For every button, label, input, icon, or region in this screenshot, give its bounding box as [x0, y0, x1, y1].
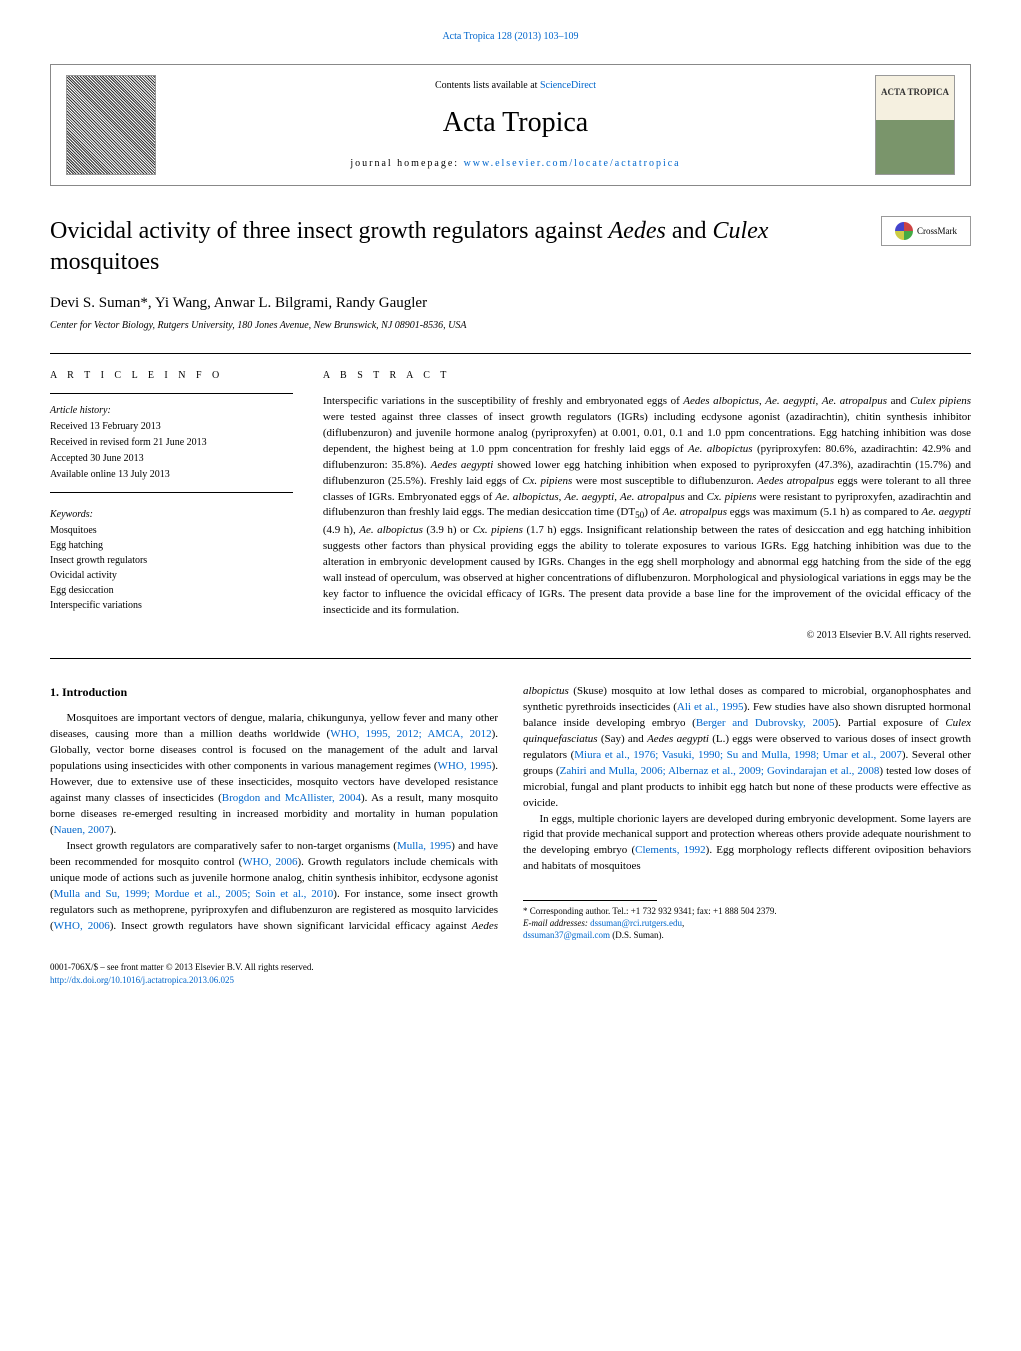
homepage-link[interactable]: www.elsevier.com/locate/actatropica — [464, 158, 681, 169]
history-label: Article history: — [50, 404, 293, 418]
header-center: Contents lists available at ScienceDirec… — [156, 79, 875, 171]
email-link-2[interactable]: dssuman37@gmail.com — [523, 930, 610, 940]
abstract: a b s t r a c t Interspecific variations… — [308, 354, 971, 658]
info-divider-top — [50, 393, 293, 394]
intro-p3: In eggs, multiple chorionic layers are d… — [523, 812, 971, 876]
abstract-copyright: © 2013 Elsevier B.V. All rights reserved… — [323, 629, 971, 644]
section-heading-intro: 1. Introduction — [50, 684, 498, 701]
keyword: Mosquitoes — [50, 524, 293, 538]
article-info: a r t i c l e i n f o Article history: R… — [50, 354, 308, 658]
history-received: Received 13 February 2013 — [50, 420, 293, 434]
email-label: E-mail addresses: — [523, 918, 590, 928]
keyword: Insect growth regulators — [50, 554, 293, 568]
history-revised: Received in revised form 21 June 2013 — [50, 436, 293, 450]
abstract-heading: a b s t r a c t — [323, 369, 971, 384]
history-accepted: Accepted 30 June 2013 — [50, 452, 293, 466]
intro-p1: Mosquitoes are important vectors of deng… — [50, 711, 498, 839]
page-footer: 0001-706X/$ – see front matter © 2013 El… — [50, 961, 971, 986]
info-divider-mid — [50, 492, 293, 493]
citation-link[interactable]: Acta Tropica 128 (2013) 103–109 — [442, 31, 578, 42]
affiliation: Center for Vector Biology, Rutgers Unive… — [50, 319, 971, 333]
contents-prefix: Contents lists available at — [435, 80, 540, 91]
info-heading: a r t i c l e i n f o — [50, 369, 293, 383]
contents-line: Contents lists available at ScienceDirec… — [156, 79, 875, 93]
corresponding-author-footnote: * Corresponding author. Tel.: +1 732 932… — [523, 906, 971, 941]
homepage-prefix: journal homepage: — [350, 158, 463, 169]
history-online: Available online 13 July 2013 — [50, 468, 293, 482]
homepage-line: journal homepage: www.elsevier.com/locat… — [156, 157, 875, 171]
doi-link[interactable]: http://dx.doi.org/10.1016/j.actatropica.… — [50, 975, 234, 985]
elsevier-logo — [66, 75, 156, 175]
keyword: Egg hatching — [50, 539, 293, 553]
email-line-2: dssuman37@gmail.com (D.S. Suman). — [523, 930, 971, 942]
crossmark-badge[interactable]: CrossMark — [881, 216, 971, 246]
email-line: E-mail addresses: dssuman@rci.rutgers.ed… — [523, 918, 971, 930]
authors: Devi S. Suman*, Yi Wang, Anwar L. Bilgra… — [50, 293, 971, 314]
sciencedirect-link[interactable]: ScienceDirect — [540, 80, 596, 91]
title-row: Ovicidal activity of three insect growth… — [50, 216, 971, 278]
crossmark-icon — [895, 222, 913, 240]
abstract-text: Interspecific variations in the suscepti… — [323, 394, 971, 619]
journal-name: Acta Tropica — [156, 103, 875, 142]
keyword: Egg desiccation — [50, 584, 293, 598]
top-citation: Acta Tropica 128 (2013) 103–109 — [50, 30, 971, 44]
email-author: (D.S. Suman). — [610, 930, 664, 940]
keyword: Ovicidal activity — [50, 569, 293, 583]
keywords-label: Keywords: — [50, 508, 293, 522]
info-abstract-block: a r t i c l e i n f o Article history: R… — [50, 353, 971, 659]
article-title: Ovicidal activity of three insect growth… — [50, 216, 861, 278]
journal-header: Contents lists available at ScienceDirec… — [50, 64, 971, 186]
journal-cover-thumbnail — [875, 75, 955, 175]
email-link-1[interactable]: dssuman@rci.rutgers.edu — [590, 918, 682, 928]
footnote-separator — [523, 900, 657, 901]
crossmark-label: CrossMark — [917, 225, 957, 238]
corresponding-text: * Corresponding author. Tel.: +1 732 932… — [523, 906, 971, 918]
keyword: Interspecific variations — [50, 599, 293, 613]
issn-line: 0001-706X/$ – see front matter © 2013 El… — [50, 961, 971, 974]
body-text: 1. Introduction Mosquitoes are important… — [50, 684, 971, 941]
